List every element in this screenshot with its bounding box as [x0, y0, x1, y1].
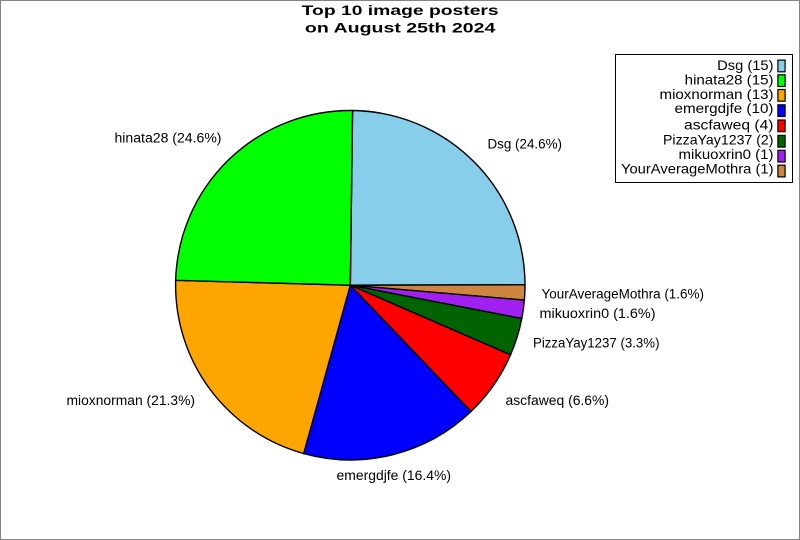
svg-text:Dsg (15): Dsg (15) — [717, 58, 773, 73]
svg-text:YourAverageMothra (1): YourAverageMothra (1) — [621, 161, 774, 176]
svg-text:mikuoxrin0 (1.6%): mikuoxrin0 (1.6%) — [540, 306, 656, 321]
svg-text:mioxnorman (13): mioxnorman (13) — [660, 87, 774, 102]
svg-text:mikuoxrin0 (1): mikuoxrin0 (1) — [679, 147, 774, 162]
svg-text:emergdjfe (10): emergdjfe (10) — [675, 101, 774, 116]
svg-text:mioxnorman (21.3%): mioxnorman (21.3%) — [67, 393, 196, 408]
svg-text:hinata28 (24.6%): hinata28 (24.6%) — [115, 130, 222, 145]
svg-text:on August 25th 2024: on August 25th 2024 — [305, 21, 496, 36]
svg-text:Top 10 image posters: Top 10 image posters — [302, 3, 499, 18]
svg-text:Dsg (24.6%): Dsg (24.6%) — [488, 137, 563, 152]
svg-text:hinata28 (15): hinata28 (15) — [685, 72, 774, 87]
svg-text:emergdjfe (16.4%): emergdjfe (16.4%) — [337, 468, 452, 483]
svg-text:ascfaweq (4): ascfaweq (4) — [684, 117, 774, 132]
svg-text:PizzaYay1237 (3.3%): PizzaYay1237 (3.3%) — [533, 336, 660, 351]
svg-text:PizzaYay1237 (2): PizzaYay1237 (2) — [663, 133, 774, 148]
svg-text:ascfaweq (6.6%): ascfaweq (6.6%) — [506, 393, 610, 408]
svg-text:YourAverageMothra (1.6%): YourAverageMothra (1.6%) — [542, 286, 705, 301]
